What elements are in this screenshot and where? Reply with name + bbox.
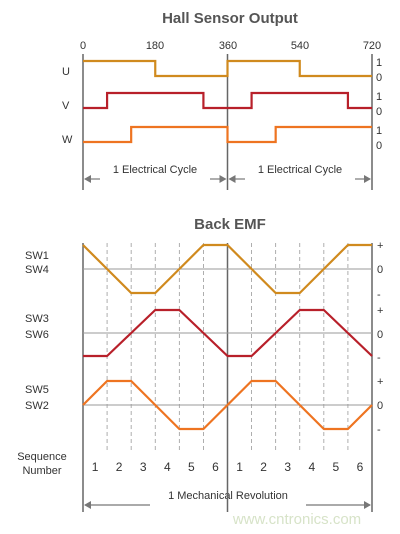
emf-label-sw6: SW6: [25, 329, 49, 341]
hall-signal-u-wave: [83, 59, 372, 78]
emf-label-sw5: SW5: [25, 384, 49, 396]
sequence-number: 2: [260, 460, 267, 474]
angle-tick-0: 0: [80, 40, 86, 52]
sequence-number: 6: [212, 460, 219, 474]
w-level-low: 0: [376, 140, 382, 152]
wave2-mark-minus: -: [377, 352, 381, 364]
emf-title: Back EMF: [194, 216, 266, 233]
wave1-mark-minus: -: [377, 289, 381, 301]
emf-label-sw2: SW2: [25, 400, 49, 412]
arrowhead-right-cycle-2: [364, 175, 371, 183]
hall-signal-v-label: V: [62, 100, 70, 112]
wave2-mark-plus: +: [377, 305, 383, 317]
wave3-mark-zero: 0: [377, 400, 383, 412]
sequence-label-line1: Sequence: [17, 451, 67, 463]
emf-wave-sw5-sw2: [82, 379, 373, 431]
hall-signal-v-wave: [83, 91, 372, 110]
sequence-number: 1: [92, 460, 99, 474]
back-emf-waves: [82, 243, 373, 431]
sequence-number: 5: [333, 460, 340, 474]
hall-signal-w-wave: [83, 125, 372, 144]
emf-label-sw3: SW3: [25, 313, 49, 325]
electrical-cycle-label-2: 1 Electrical Cycle: [258, 164, 342, 176]
hall-signal-w-label: W: [62, 134, 73, 146]
arrowhead-left-mechanical: [84, 501, 91, 509]
v-level-high: 1: [376, 91, 382, 103]
sequence-number: 3: [284, 460, 291, 474]
emf-label-sw4: SW4: [25, 264, 49, 276]
angle-tick-360: 360: [219, 40, 237, 52]
sequence-number: 4: [308, 460, 315, 474]
hall-level-labels: 1 0 1 0 1 0: [376, 57, 382, 152]
sequence-numbers: 1 2 3 4 5 6 1 2 3 4 5 6: [92, 460, 364, 474]
sequence-number: 4: [164, 460, 171, 474]
electrical-cycle-label-1: 1 Electrical Cycle: [113, 164, 197, 176]
watermark: www.cntronics.com: [232, 511, 361, 528]
angle-ticks: 0 180 360 540 720: [80, 40, 381, 52]
arrowhead-right-mechanical: [364, 501, 371, 509]
grid-layer: [82, 54, 373, 512]
emf-label-sw1: SW1: [25, 250, 49, 262]
sequence-number: 1: [236, 460, 243, 474]
wave1-mark-zero: 0: [377, 264, 383, 276]
sequence-number: 6: [357, 460, 364, 474]
arrowhead-left-cycle-1: [84, 175, 91, 183]
hall-signals: [83, 59, 372, 144]
sequence-number: 5: [188, 460, 195, 474]
wave3-mark-plus: +: [377, 376, 383, 388]
v-level-low: 0: [376, 106, 382, 118]
arrowhead-left-cycle-2: [228, 175, 236, 183]
u-level-low: 0: [376, 72, 382, 84]
hall-title: Hall Sensor Output: [162, 10, 298, 27]
wave3-mark-minus: -: [377, 424, 381, 436]
cycle-arrows: [84, 175, 371, 509]
angle-tick-540: 540: [291, 40, 309, 52]
u-level-high: 1: [376, 57, 382, 69]
sequence-number: 3: [140, 460, 147, 474]
angle-tick-180: 180: [146, 40, 164, 52]
emf-axis-marks: + 0 - + 0 - + 0 -: [377, 240, 383, 436]
arrowhead-right-cycle-1: [219, 175, 227, 183]
emf-wave-sw3-sw6: [83, 308, 373, 358]
wave1-mark-plus: +: [377, 240, 383, 252]
wave2-mark-zero: 0: [377, 329, 383, 341]
angle-tick-720: 720: [363, 40, 381, 52]
hall-signal-u-label: U: [62, 66, 70, 78]
sequence-label-line2: Number: [22, 465, 61, 477]
w-level-high: 1: [376, 125, 382, 137]
emf-wave-sw1-sw4: [82, 243, 372, 295]
sequence-number: 2: [116, 460, 123, 474]
